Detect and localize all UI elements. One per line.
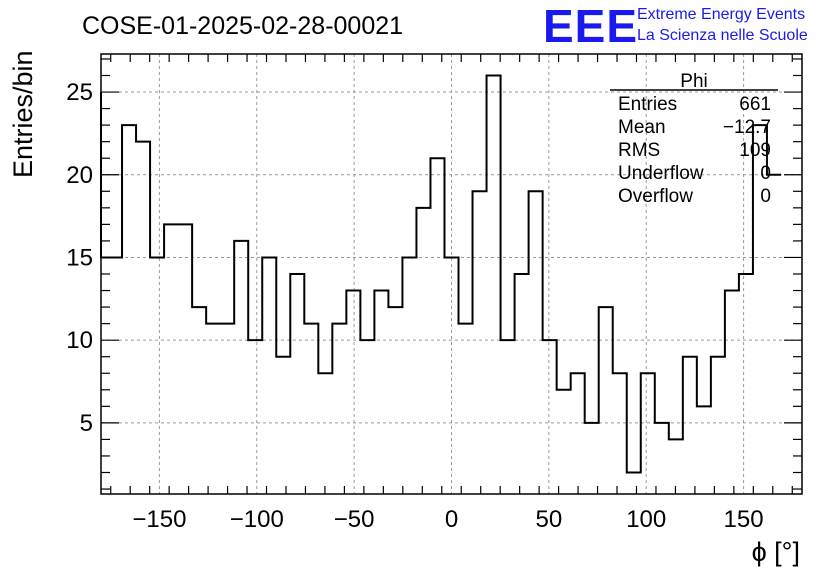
- y-tick-labels: 5 10 15 20 25: [66, 79, 93, 437]
- y-tick-label: 5: [80, 410, 93, 437]
- stats-overflow-value: 0: [760, 186, 771, 207]
- x-tick-label: −50: [334, 506, 375, 533]
- x-tick-label: −100: [230, 506, 284, 533]
- stats-mean-value: −12.7: [723, 117, 771, 138]
- logo-line1: Extreme Energy Events: [637, 6, 805, 23]
- stats-mean-label: Mean: [618, 117, 666, 138]
- y-axis-label: Entries/bin: [8, 50, 38, 178]
- logo-line2: La Scienza nelle Scuole: [637, 27, 808, 44]
- logo-mark: EEE: [543, 0, 638, 52]
- y-tick-label: 20: [66, 162, 93, 189]
- y-tick-label: 25: [66, 79, 93, 106]
- stats-entries-value: 661: [739, 94, 771, 115]
- stats-title: Phi: [680, 71, 707, 92]
- eee-logo: EEE Extreme Energy Events La Scienza nel…: [543, 0, 808, 52]
- x-tick-label: 150: [724, 506, 764, 533]
- stats-rms-value: 109: [739, 140, 771, 161]
- x-tick-label: 100: [626, 506, 666, 533]
- x-axis-label: ϕ [°]: [752, 537, 800, 567]
- y-tick-label: 15: [66, 244, 93, 271]
- grid-lines: [101, 54, 802, 494]
- plot-frame: [100, 53, 803, 495]
- x-tick-label: 50: [536, 506, 563, 533]
- y-tick-label: 10: [66, 327, 93, 354]
- stats-rms-label: RMS: [618, 140, 660, 161]
- stats-entries-label: Entries: [618, 94, 677, 115]
- stats-box: Phi Entries 661 Mean −12.7 RMS 109 Under…: [610, 71, 778, 207]
- axis-ticks: [101, 54, 802, 494]
- chart-title: COSE-01-2025-02-28-00021: [82, 12, 403, 40]
- stats-underflow-value: 0: [760, 163, 771, 184]
- x-tick-label: −150: [132, 506, 186, 533]
- stats-overflow-label: Overflow: [618, 186, 693, 207]
- x-tick-label: 0: [445, 506, 458, 533]
- x-tick-labels: −150 −100 −50 0 50 100 150: [132, 506, 763, 533]
- stats-underflow-label: Underflow: [618, 163, 704, 184]
- histogram-series-line: [100, 74, 781, 474]
